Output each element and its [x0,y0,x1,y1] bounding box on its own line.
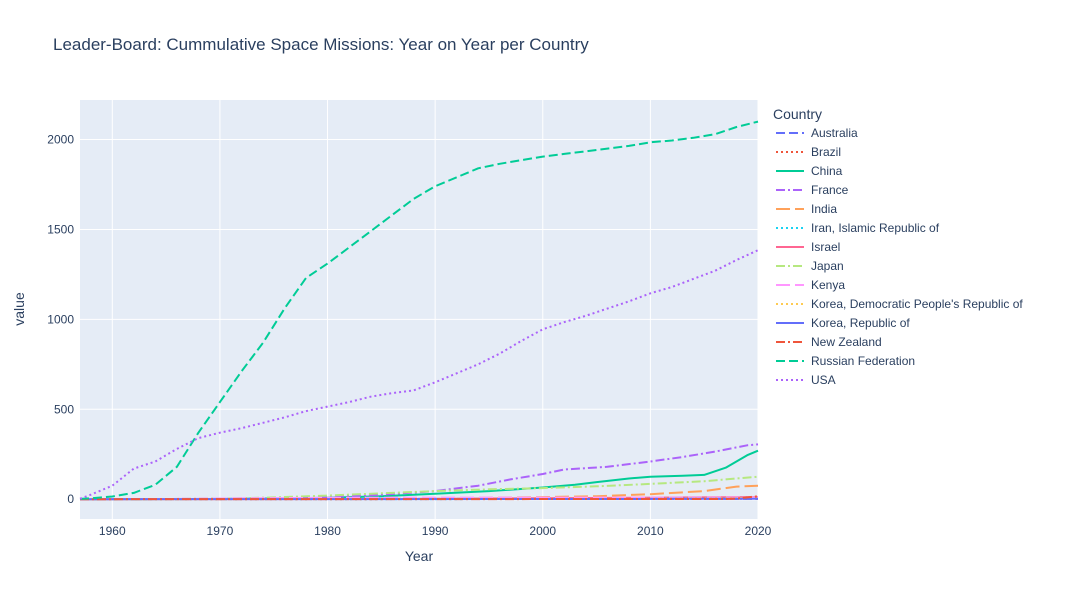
legend-item[interactable]: France [776,183,849,197]
y-tick-label: 500 [54,402,74,416]
legend-item[interactable]: Kenya [776,278,845,292]
y-tick-label: 0 [67,492,74,506]
legend-label: Brazil [811,145,841,159]
legend-label: New Zealand [811,335,882,349]
plot-area [80,100,758,519]
legend-item[interactable]: Israel [776,240,840,254]
x-tick-label: 2020 [745,524,772,538]
x-tick-label: 1960 [99,524,126,538]
legend-item[interactable]: USA [776,373,836,387]
legend-item[interactable]: Korea, Republic of [776,316,910,330]
y-tick-label: 1000 [47,312,74,326]
x-tick-label: 1990 [422,524,449,538]
legend-item[interactable]: Australia [776,126,858,140]
series-line [80,499,758,500]
legend-item[interactable]: India [776,202,837,216]
x-tick-label: 1980 [314,524,341,538]
legend-label: Iran, Islamic Republic of [811,221,940,235]
y-tick-label: 2000 [47,133,74,147]
legend[interactable]: Country Australia Brazil China France India I… [773,106,1023,387]
legend-item[interactable]: Russian Federation [776,354,915,368]
x-axis-label: Year [405,548,434,564]
legend-label: Kenya [811,278,845,292]
legend-label: Russian Federation [811,354,915,368]
chart-title: Leader-Board: Cummulative Space Missions… [53,35,589,54]
legend-label: Israel [811,240,840,254]
legend-title: Country [773,106,822,122]
legend-label: China [811,164,843,178]
legend-item[interactable]: Japan [776,259,844,273]
x-tick-label: 2010 [637,524,664,538]
legend-item[interactable]: Brazil [776,145,841,159]
legend-label: USA [811,373,836,387]
x-tick-label: 2000 [529,524,556,538]
legend-label: Australia [811,126,858,140]
legend-item[interactable]: New Zealand [776,335,882,349]
legend-label: India [811,202,837,216]
legend-label: Japan [811,259,844,273]
legend-label: Korea, Democratic People's Republic of [811,297,1023,311]
legend-item[interactable]: China [776,164,843,178]
legend-label: Korea, Republic of [811,316,910,330]
legend-item[interactable]: Korea, Democratic People's Republic of [776,297,1023,311]
legend-label: France [811,183,849,197]
y-axis-label: value [11,292,27,326]
x-tick-label: 1970 [207,524,234,538]
legend-item[interactable]: Iran, Islamic Republic of [776,221,940,235]
y-tick-label: 1500 [47,222,74,236]
y-axis-ticks: 0 500 1000 1500 2000 [47,133,74,507]
x-axis-ticks: 1960 1970 1980 1990 2000 2010 2020 [99,524,772,538]
